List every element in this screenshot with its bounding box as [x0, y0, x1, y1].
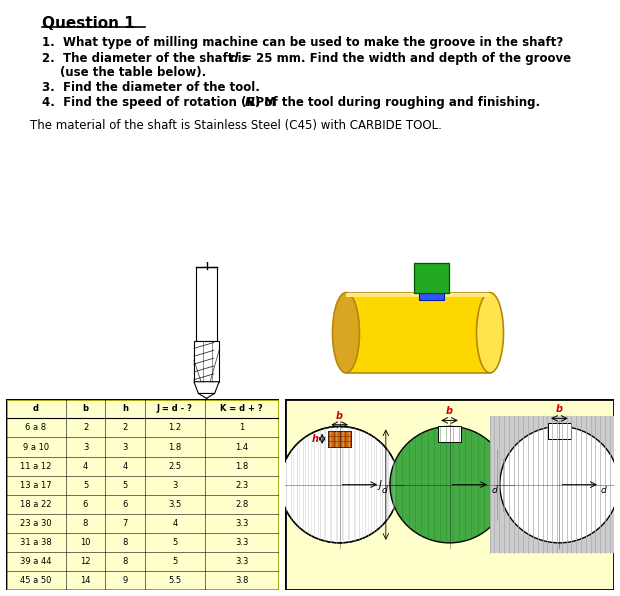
Bar — [419, 293, 444, 300]
Text: 31 a 38: 31 a 38 — [20, 538, 52, 547]
Text: 2: 2 — [83, 423, 88, 433]
Text: 12: 12 — [81, 557, 91, 566]
Text: d: d — [33, 404, 39, 414]
Text: 2.  The diameter of the shaft is: 2. The diameter of the shaft is — [42, 52, 253, 65]
Text: d: d — [230, 52, 238, 65]
Text: 10: 10 — [81, 538, 91, 547]
Ellipse shape — [477, 293, 503, 373]
Text: d: d — [381, 486, 387, 495]
Text: 11 a 12: 11 a 12 — [20, 461, 51, 471]
Text: 4: 4 — [123, 461, 128, 471]
Text: d: d — [601, 486, 607, 495]
Polygon shape — [194, 381, 219, 393]
Text: 13 a 17: 13 a 17 — [20, 480, 52, 490]
Text: 3.5: 3.5 — [168, 499, 182, 509]
Ellipse shape — [332, 293, 360, 373]
Text: 7: 7 — [123, 519, 128, 528]
Text: 8: 8 — [123, 538, 128, 547]
Text: 2.8: 2.8 — [235, 499, 249, 509]
Text: 6 a 8: 6 a 8 — [25, 423, 46, 433]
Text: h: h — [312, 434, 319, 444]
Bar — [346, 293, 490, 373]
Text: d: d — [491, 486, 497, 495]
Bar — [490, 417, 620, 553]
Text: 8: 8 — [123, 557, 128, 566]
Text: 3.3: 3.3 — [235, 557, 249, 566]
Text: b: b — [446, 406, 453, 417]
Text: 4: 4 — [83, 461, 88, 471]
Text: 8: 8 — [83, 519, 88, 528]
Text: 5.5: 5.5 — [168, 576, 182, 585]
Text: J: J — [379, 480, 382, 490]
Text: 3.3: 3.3 — [235, 538, 249, 547]
Text: b: b — [556, 404, 563, 414]
Text: 4.  Find the speed of rotation (RPM: 4. Find the speed of rotation (RPM — [42, 96, 280, 109]
Text: 5: 5 — [83, 480, 88, 490]
Bar — [414, 263, 449, 293]
Bar — [346, 293, 490, 297]
Text: 2.5: 2.5 — [168, 461, 182, 471]
Text: ) of the tool during roughing and finishing.: ) of the tool during roughing and finish… — [255, 96, 540, 109]
Text: b: b — [82, 404, 89, 414]
Text: 2: 2 — [123, 423, 128, 433]
Text: K = d + ?: K = d + ? — [221, 404, 263, 414]
Bar — [196, 267, 217, 340]
Text: 3: 3 — [83, 442, 88, 452]
Text: 1.  What type of milling machine can be used to make the groove in the shaft?: 1. What type of milling machine can be u… — [42, 36, 563, 49]
Text: 4: 4 — [172, 519, 177, 528]
Text: 23 a 30: 23 a 30 — [20, 519, 52, 528]
Text: 3.3: 3.3 — [235, 519, 249, 528]
Text: 5: 5 — [172, 557, 177, 566]
Text: b: b — [336, 411, 343, 421]
Text: The material of the shaft is Stainless Steel (C45) with CARBIDE TOOL.: The material of the shaft is Stainless S… — [30, 119, 442, 132]
Text: 9: 9 — [123, 576, 128, 585]
Text: 1.4: 1.4 — [235, 442, 249, 452]
Bar — [194, 340, 219, 381]
Text: 3: 3 — [123, 442, 128, 452]
Text: J = d - ?: J = d - ? — [157, 404, 193, 414]
Text: h: h — [122, 404, 128, 414]
Circle shape — [280, 426, 399, 543]
Text: 5: 5 — [123, 480, 128, 490]
Text: 45 a 50: 45 a 50 — [20, 576, 51, 585]
Text: 2.3: 2.3 — [235, 480, 249, 490]
Text: 18 a 22: 18 a 22 — [20, 499, 51, 509]
Text: 6: 6 — [123, 499, 128, 509]
Text: 5: 5 — [172, 538, 177, 547]
Bar — [329, 431, 351, 447]
Bar — [548, 423, 570, 439]
Text: 39 a 44: 39 a 44 — [20, 557, 51, 566]
Circle shape — [500, 426, 619, 543]
Text: 6: 6 — [83, 499, 88, 509]
Text: = 25 mm. Find the width and depth of the groove: = 25 mm. Find the width and depth of the… — [238, 52, 571, 65]
Text: 3: 3 — [172, 480, 177, 490]
Text: N: N — [245, 96, 255, 109]
Text: 3.8: 3.8 — [235, 576, 249, 585]
Text: 9 a 10: 9 a 10 — [23, 442, 49, 452]
Circle shape — [390, 426, 509, 543]
Circle shape — [298, 444, 381, 526]
Text: 1: 1 — [239, 423, 244, 433]
Text: 14: 14 — [81, 576, 91, 585]
Bar — [438, 426, 461, 442]
Text: 1.8: 1.8 — [168, 442, 182, 452]
Text: Question 1: Question 1 — [42, 16, 135, 31]
Text: 1.8: 1.8 — [235, 461, 249, 471]
Text: 1.2: 1.2 — [168, 423, 182, 433]
Text: 3.  Find the diameter of the tool.: 3. Find the diameter of the tool. — [42, 81, 260, 94]
Text: (use the table below).: (use the table below). — [60, 66, 206, 79]
